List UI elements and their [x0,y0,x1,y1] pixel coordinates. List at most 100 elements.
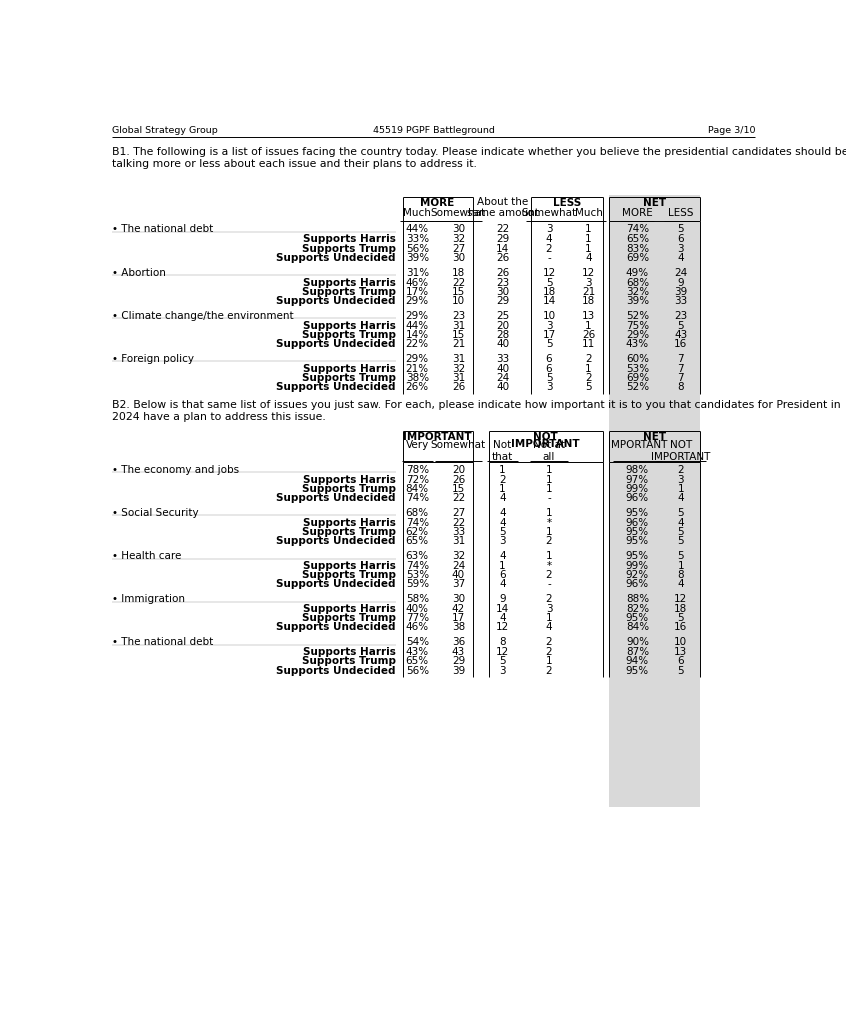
Text: 45519 PGPF Battleground: 45519 PGPF Battleground [372,126,495,135]
Text: 7: 7 [678,354,684,364]
Text: 1: 1 [678,484,684,494]
Text: Very: Very [406,440,429,450]
Text: 38: 38 [452,622,465,632]
Text: 12: 12 [542,268,556,277]
Text: 2: 2 [546,243,552,254]
Text: 6: 6 [678,234,684,244]
Text: 33: 33 [452,527,465,537]
Text: 12: 12 [496,622,509,632]
Text: 4: 4 [546,234,552,244]
Text: 2: 2 [585,373,592,383]
Text: 99%: 99% [626,484,649,494]
Text: 4: 4 [585,253,592,263]
Text: 95%: 95% [626,507,649,518]
Text: 6: 6 [678,657,684,666]
Text: Not at
all: Not at all [533,440,565,461]
Text: 95%: 95% [626,613,649,623]
Text: Supports Trump: Supports Trump [302,570,396,580]
Text: 4: 4 [678,253,684,263]
Text: 5: 5 [678,550,684,561]
Text: 1: 1 [546,550,552,561]
Text: 4: 4 [546,622,552,632]
Text: 1: 1 [585,224,592,234]
Text: Supports Harris: Supports Harris [303,277,396,287]
Text: 20: 20 [452,464,465,475]
Text: 97%: 97% [626,475,649,485]
Text: 5: 5 [499,527,506,537]
Bar [609,430,700,806]
Text: 63%: 63% [406,550,429,561]
Text: 2: 2 [546,594,552,604]
Text: Supports Harris: Supports Harris [303,475,396,485]
Text: 99%: 99% [626,561,649,571]
Text: 9: 9 [678,277,684,287]
Text: 11: 11 [582,340,596,349]
Text: 94%: 94% [626,657,649,666]
Text: 40%: 40% [406,604,429,614]
Text: MORE: MORE [622,209,653,218]
Text: 46%: 46% [406,277,429,287]
Text: 22: 22 [452,493,465,503]
Bar [609,195,700,476]
Text: Supports Harris: Supports Harris [303,518,396,528]
Text: 84%: 84% [406,484,429,494]
Text: Somewhat: Somewhat [431,440,486,450]
Text: Supports Harris: Supports Harris [303,648,396,657]
Text: 52%: 52% [626,311,649,320]
Text: Global Strategy Group: Global Strategy Group [112,126,217,135]
Text: 6: 6 [499,570,506,580]
Text: 53%: 53% [406,570,429,580]
Text: 7: 7 [678,373,684,383]
Text: 31: 31 [452,354,465,364]
Text: 26: 26 [452,383,465,392]
Text: 14%: 14% [406,329,429,340]
Text: 68%: 68% [626,277,649,287]
Text: 27: 27 [452,243,465,254]
Text: 15: 15 [452,484,465,494]
Text: 1: 1 [546,464,552,475]
Text: Supports Undecided: Supports Undecided [276,666,396,675]
Text: 3: 3 [678,243,684,254]
Text: -: - [547,579,551,589]
Text: 56%: 56% [406,666,429,675]
Text: 31: 31 [452,373,465,383]
Text: 4: 4 [499,579,506,589]
Text: 56%: 56% [406,243,429,254]
Text: 6: 6 [546,354,552,364]
Text: 3: 3 [678,475,684,485]
Text: B2. Below is that same list of issues you just saw. For each, please indicate ho: B2. Below is that same list of issues yo… [112,400,841,421]
Text: 1: 1 [499,464,506,475]
Text: 14: 14 [496,243,509,254]
Text: 25: 25 [496,311,509,320]
Text: Somewhat: Somewhat [521,209,577,218]
Text: 13: 13 [582,311,596,320]
Text: 14: 14 [496,604,509,614]
Text: 43%: 43% [406,648,429,657]
Text: 32: 32 [452,364,465,373]
Text: 58%: 58% [406,594,429,604]
Text: • Climate change/the environment: • Climate change/the environment [112,311,294,320]
Text: 43: 43 [452,648,465,657]
Text: 17: 17 [542,329,556,340]
Text: 24: 24 [452,561,465,571]
Text: 2: 2 [546,637,552,648]
Text: 18: 18 [452,268,465,277]
Text: 74%: 74% [626,224,649,234]
Text: 5: 5 [546,340,552,349]
Text: 5: 5 [678,224,684,234]
Text: 98%: 98% [626,464,649,475]
Text: 32: 32 [452,550,465,561]
Text: Supports Undecided: Supports Undecided [276,579,396,589]
Text: 21: 21 [582,286,596,297]
Text: 18: 18 [542,286,556,297]
Text: Page 3/10: Page 3/10 [708,126,755,135]
Text: 10: 10 [542,311,556,320]
Text: Much: Much [404,209,431,218]
Text: 23: 23 [674,311,688,320]
Text: 52%: 52% [626,383,649,392]
Text: Supports Harris: Supports Harris [303,364,396,373]
Text: 2: 2 [546,570,552,580]
Text: 22: 22 [496,224,509,234]
Text: 43: 43 [674,329,688,340]
Text: 28: 28 [496,329,509,340]
